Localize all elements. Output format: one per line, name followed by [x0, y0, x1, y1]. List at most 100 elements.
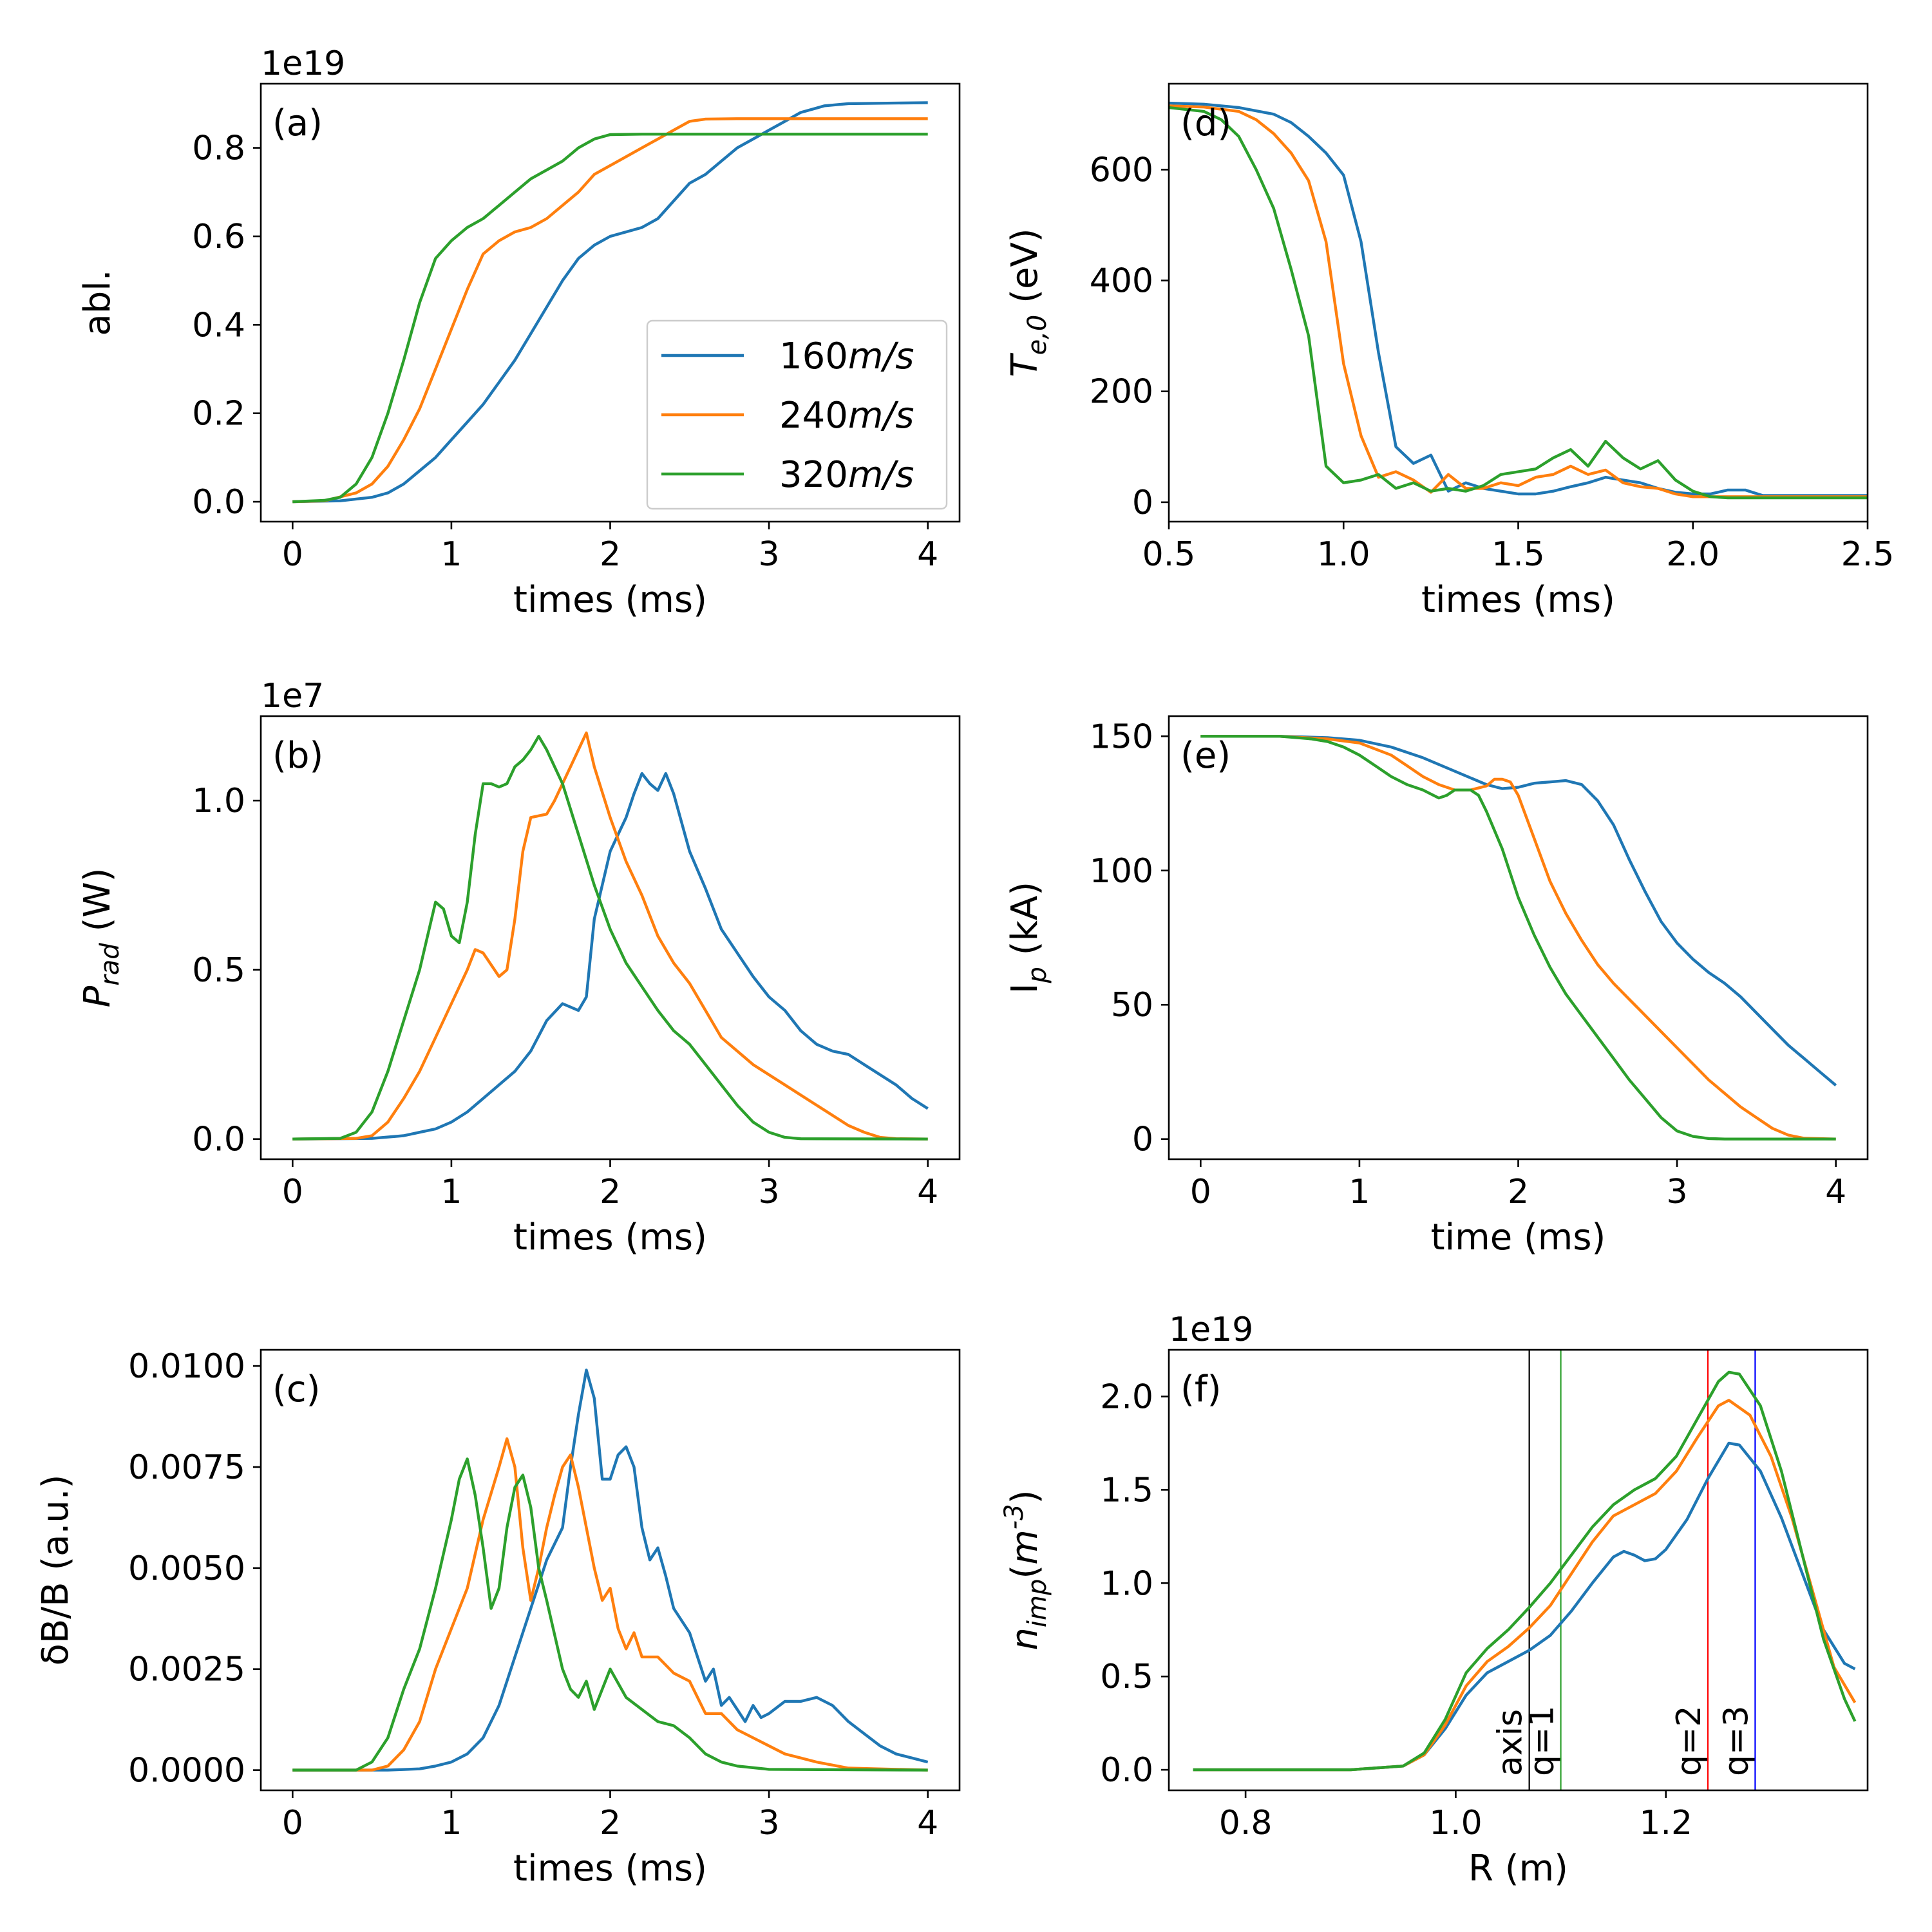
x-tick-label: 0 [282, 1804, 303, 1842]
x-tick-label: 3 [759, 1173, 780, 1211]
panel-c: 0 1 2 3 4 0.0000 0.0025 0.0050 0.0075 0.0100 times… [35, 1347, 961, 1889]
legend-box [646, 319, 948, 510]
y-tick-label: 0.0050 [128, 1549, 245, 1588]
x-tick-label: 2 [1508, 1173, 1529, 1211]
x-axis-label: R (m) [1468, 1848, 1568, 1889]
vline-label-q1: q=1 [1523, 1705, 1562, 1776]
panel-d: 0.5 1.0 1.5 2.0 2.5 0 200 400 600 times (ms) Te,0 … [1004, 82, 1895, 621]
y-tick-label: 0.5 [1100, 1658, 1153, 1696]
series-d-240ms [1169, 104, 1868, 498]
vline-label-q2: q=2 [1670, 1705, 1709, 1776]
x-tick-label: 4 [917, 535, 938, 574]
series-e-320ms [1200, 735, 1836, 1141]
axes-frame [1168, 82, 1869, 523]
series-b-320ms [292, 735, 928, 1141]
y-tick-label: 0.6 [192, 218, 245, 256]
legend: 160m/s 240m/s 320m/s [646, 319, 948, 510]
series-f-320ms [1193, 1370, 1857, 1772]
panel-a: 0 1 2 3 4 0.0 0.2 0.4 0.6 0.8 times (ms) abl. 1e19 (a… [77, 44, 961, 621]
y-tick-label: 1.0 [1100, 1564, 1153, 1603]
series-d-160ms [1169, 101, 1868, 497]
panel-tag: (f) [1180, 1368, 1221, 1410]
y-tick-label: 0.0100 [128, 1347, 245, 1386]
offset-label: 1e19 [261, 44, 345, 83]
offset-label: 1e19 [1169, 1311, 1253, 1349]
x-tick-label: 2.5 [1841, 535, 1895, 574]
y-tick-label: 0.4 [192, 306, 245, 345]
x-tick-label: 1.2 [1639, 1804, 1692, 1842]
y-axis-label: Te,0 (eV) [1004, 228, 1052, 377]
x-tick-label: 1 [440, 1173, 462, 1211]
y-tick-label: 0.0 [192, 483, 245, 522]
y-tick-label: 2.0 [1100, 1378, 1153, 1416]
y-axis-label: Prad (W) [77, 867, 125, 1007]
x-axis-label: times (ms) [513, 1217, 707, 1258]
y-tick-label: 0.0 [1100, 1751, 1153, 1790]
x-tick-label: 2.0 [1666, 535, 1719, 574]
x-axis-label: times (ms) [513, 579, 707, 621]
y-tick-label: 100 [1090, 852, 1153, 891]
x-tick-label: 3 [1667, 1173, 1688, 1211]
axes-frame [1168, 715, 1869, 1160]
series-c-240ms [292, 1437, 928, 1772]
x-tick-label: 1.0 [1317, 535, 1370, 574]
x-tick-label: 0 [282, 1173, 303, 1211]
offset-label: 1e7 [261, 677, 324, 715]
legend-label: 240m/s [779, 395, 914, 437]
series-c-160ms [292, 1368, 929, 1772]
series-c-320ms [292, 1457, 928, 1772]
series-a-320ms [292, 133, 928, 504]
y-tick-label: 50 [1111, 986, 1153, 1025]
x-tick-label: 2 [600, 535, 621, 574]
x-tick-label: 1 [440, 1804, 462, 1842]
x-axis-label: time (ms) [1431, 1217, 1606, 1258]
x-tick-label: 1.0 [1429, 1804, 1482, 1842]
x-tick-label: 1 [1349, 1173, 1370, 1211]
y-axis-label: Ip (kA) [1004, 882, 1052, 994]
x-tick-label: 0 [282, 535, 303, 574]
x-tick-label: 1 [440, 535, 462, 574]
y-tick-label: 600 [1090, 151, 1153, 189]
series-e-160ms [1200, 735, 1837, 1086]
axes-frame [260, 715, 961, 1160]
y-axis-label: abl. [77, 269, 118, 336]
legend-label: 320m/s [779, 454, 914, 496]
y-tick-label: 200 [1090, 373, 1153, 412]
axes-frame [260, 1349, 961, 1792]
vline-label-axis: axis [1492, 1709, 1530, 1776]
y-tick-label: 1.5 [1100, 1471, 1153, 1510]
y-tick-label: 0.8 [192, 129, 245, 168]
x-tick-label: 4 [917, 1173, 938, 1211]
x-tick-label: 2 [600, 1173, 621, 1211]
y-tick-label: 400 [1090, 262, 1153, 301]
panel-tag: (b) [272, 735, 323, 777]
y-tick-label: 0.2 [192, 395, 245, 433]
x-tick-label: 1.5 [1492, 535, 1545, 574]
panel-b: 0 1 2 3 4 0.0 0.5 1.0 times (ms) Prad (W) 1e7 (b) [77, 677, 961, 1258]
panel-tag: (c) [272, 1368, 320, 1410]
y-axis-label: δB/B (a.u.) [35, 1475, 77, 1666]
x-tick-label: 0 [1190, 1173, 1211, 1211]
series-e-240ms [1200, 735, 1836, 1141]
x-tick-label: 0.5 [1142, 535, 1196, 574]
x-tick-label: 4 [917, 1804, 938, 1842]
x-tick-label: 4 [1825, 1173, 1846, 1211]
x-axis-label: times (ms) [513, 1848, 707, 1889]
y-tick-label: 0 [1132, 1121, 1153, 1159]
y-tick-label: 150 [1090, 717, 1153, 756]
x-axis-label: times (ms) [1421, 579, 1615, 621]
legend-label: 160m/s [779, 336, 914, 377]
axes-frame [1168, 1349, 1869, 1792]
y-tick-label: 1.0 [192, 782, 245, 820]
panel-tag: (a) [272, 102, 323, 144]
x-tick-label: 2 [600, 1804, 621, 1842]
x-tick-label: 3 [759, 1804, 780, 1842]
y-axis-label: nimp(m-3) [999, 1490, 1052, 1650]
y-tick-label: 0.0025 [128, 1651, 245, 1689]
vline-label-q3: q=3 [1717, 1705, 1756, 1776]
series-d-320ms [1169, 106, 1868, 500]
x-tick-label: 0.8 [1219, 1804, 1273, 1842]
panel-tag: (d) [1180, 102, 1231, 144]
